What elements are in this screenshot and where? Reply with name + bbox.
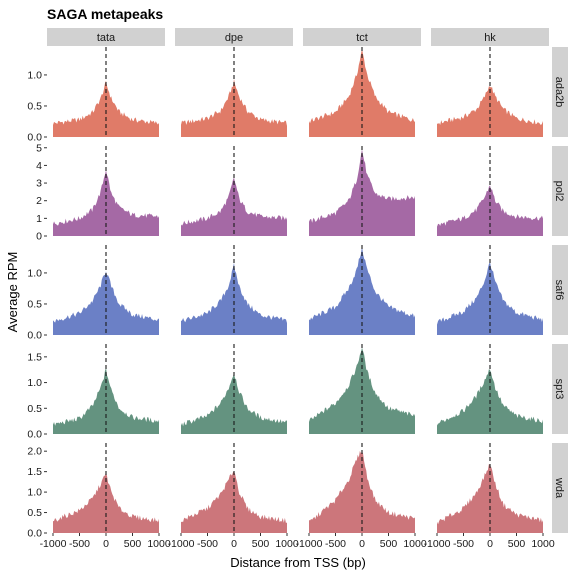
y-tick-label: 4 (36, 160, 42, 172)
y-tick-label: 0.0 (27, 132, 42, 144)
area-saf6-hk (437, 261, 543, 335)
x-tick-label: 0 (103, 538, 109, 550)
y-tick-label: 5 (36, 142, 42, 154)
area-wda-tct (309, 450, 415, 533)
y-tick-label: 1.0 (27, 487, 42, 499)
y-tick-label: 3 (36, 178, 42, 190)
column-strip-hk (431, 28, 549, 46)
x-tick-label: 500 (508, 538, 526, 550)
x-tick-label: 1000 (275, 538, 299, 550)
y-tick-label: 2 (36, 195, 42, 207)
area-pol2-tct (309, 149, 415, 236)
y-tick-label: 0 (36, 231, 42, 243)
y-tick-label: 2.0 (27, 446, 42, 458)
x-tick-label: 500 (124, 538, 142, 550)
x-tick-label: 0 (359, 538, 365, 550)
x-tick-label: 1000 (147, 538, 171, 550)
chart-title: SAGA metapeaks (47, 6, 163, 22)
y-tick-label: 0.5 (27, 507, 42, 519)
area-ada2b-tata (53, 80, 159, 137)
row-strip-ada2b (552, 47, 568, 137)
row-strip-spt3 (552, 344, 568, 434)
x-tick-label: -500 (325, 538, 346, 550)
x-tick-label: 500 (252, 538, 270, 550)
column-strip-label-hk: hk (484, 32, 496, 44)
y-tick-label: 0.0 (27, 330, 42, 342)
row-strip-label-saf6: saf6 (553, 280, 565, 301)
area-saf6-dpe (181, 262, 287, 335)
y-tick-label: 1 (36, 213, 42, 225)
x-axis-title: Distance from TSS (bp) (230, 555, 366, 570)
column-strip-tct (303, 28, 421, 46)
x-tick-label: -1000 (168, 538, 195, 550)
column-strip-label-tct: tct (356, 32, 368, 44)
area-spt3-tct (309, 347, 415, 434)
x-tick-label: 0 (231, 538, 237, 550)
x-tick-label: -500 (453, 538, 474, 550)
y-tick-label: 1.0 (27, 377, 42, 389)
area-pol2-dpe (181, 177, 287, 236)
area-wda-hk (437, 463, 543, 533)
y-tick-label: 0.5 (27, 100, 42, 112)
y-tick-label: 1.0 (27, 267, 42, 279)
column-strip-label-dpe: dpe (225, 32, 243, 44)
column-strip-tata (47, 28, 165, 46)
y-tick-label: 0.5 (27, 403, 42, 415)
y-tick-label: 1.0 (27, 69, 42, 81)
y-tick-label: 1.5 (27, 351, 42, 363)
row-strip-pol2 (552, 146, 568, 236)
row-strip-label-wda: wda (553, 477, 565, 499)
x-tick-label: 500 (380, 538, 398, 550)
x-tick-label: -1000 (424, 538, 451, 550)
row-strip-label-pol2: pol2 (553, 181, 565, 202)
x-tick-label: 1000 (403, 538, 427, 550)
x-tick-label: -1000 (296, 538, 323, 550)
x-tick-label: -500 (69, 538, 90, 550)
x-tick-label: 1000 (531, 538, 555, 550)
x-tick-label: -1000 (40, 538, 67, 550)
column-strip-label-tata: tata (97, 32, 116, 44)
y-tick-label: 0.5 (27, 298, 42, 310)
row-strip-saf6 (552, 245, 568, 335)
column-strip-dpe (175, 28, 293, 46)
y-tick-label: 0.0 (27, 429, 42, 441)
y-tick-label: 1.5 (27, 466, 42, 478)
y-tick-label: 0.0 (27, 528, 42, 540)
x-tick-label: 0 (487, 538, 493, 550)
row-strip-label-ada2b: ada2b (553, 77, 565, 108)
y-axis-title: Average RPM (5, 252, 20, 333)
facet-grid: tata dpe tct hk ada2b 0.0 0.5 1.0 pol2 0 1 2 3 4 5 saf6… (27, 28, 568, 550)
area-ada2b-dpe (181, 79, 287, 137)
row-strip-wda (552, 443, 568, 533)
row-strip-label-spt3: spt3 (553, 379, 565, 400)
x-tick-label: -500 (197, 538, 218, 550)
